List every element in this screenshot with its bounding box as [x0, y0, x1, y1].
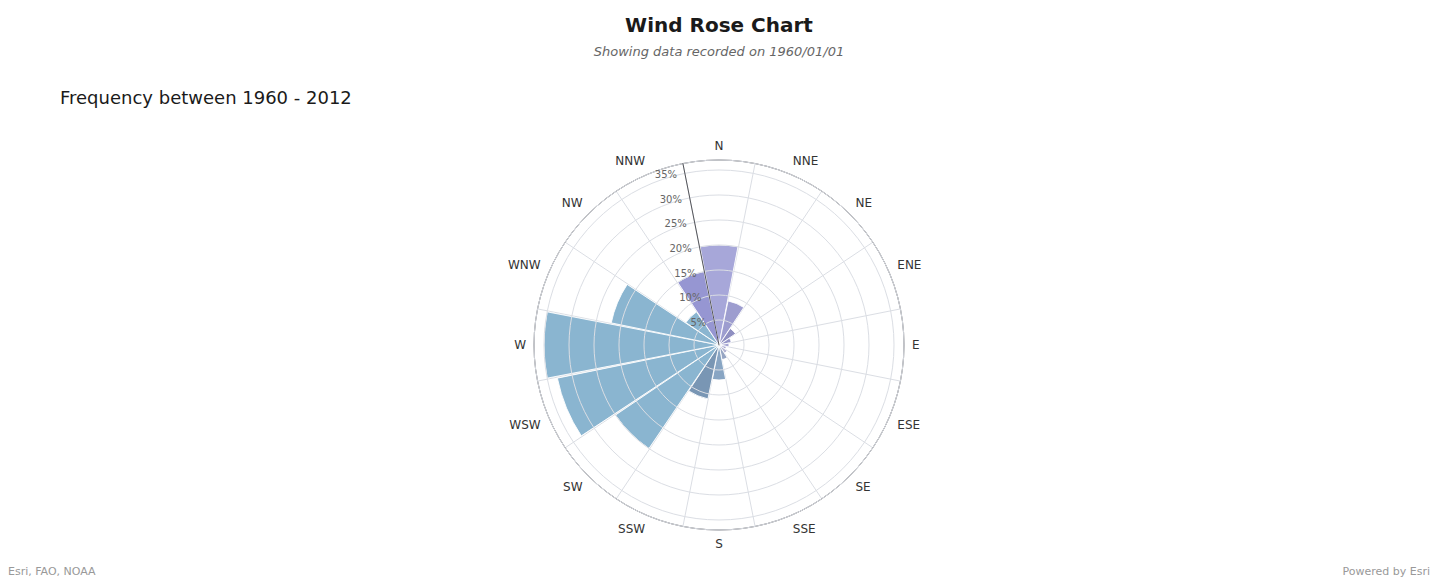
svg-text:15%: 15%	[674, 268, 696, 279]
svg-text:30%: 30%	[660, 194, 682, 205]
svg-text:20%: 20%	[669, 243, 691, 254]
svg-text:S: S	[715, 537, 723, 551]
svg-text:SW: SW	[563, 480, 583, 494]
svg-text:E: E	[912, 338, 920, 352]
svg-text:NNE: NNE	[793, 154, 819, 168]
svg-text:Powered by Esri: Powered by Esri	[1342, 565, 1430, 578]
svg-text:SSE: SSE	[793, 522, 816, 536]
svg-text:NNW: NNW	[615, 154, 645, 168]
svg-text:ENE: ENE	[897, 258, 921, 272]
svg-text:35%: 35%	[655, 169, 677, 180]
svg-text:SSW: SSW	[618, 522, 645, 536]
svg-text:5%: 5%	[690, 317, 706, 328]
svg-text:Showing data recorded on 1960/: Showing data recorded on 1960/01/01	[594, 44, 844, 59]
svg-text:WSW: WSW	[509, 418, 540, 432]
svg-text:SE: SE	[855, 480, 870, 494]
svg-text:25%: 25%	[665, 218, 687, 229]
svg-text:Wind Rose Chart: Wind Rose Chart	[625, 13, 813, 37]
svg-text:NE: NE	[855, 196, 872, 210]
svg-text:N: N	[715, 139, 724, 153]
svg-text:NW: NW	[562, 196, 583, 210]
svg-text:WNW: WNW	[508, 258, 541, 272]
svg-text:Esri, FAO, NOAA: Esri, FAO, NOAA	[8, 565, 96, 578]
svg-text:W: W	[514, 338, 526, 352]
svg-text:Frequency between 1960 - 2012: Frequency between 1960 - 2012	[60, 87, 352, 108]
svg-text:10%: 10%	[679, 292, 701, 303]
svg-text:ESE: ESE	[897, 418, 920, 432]
